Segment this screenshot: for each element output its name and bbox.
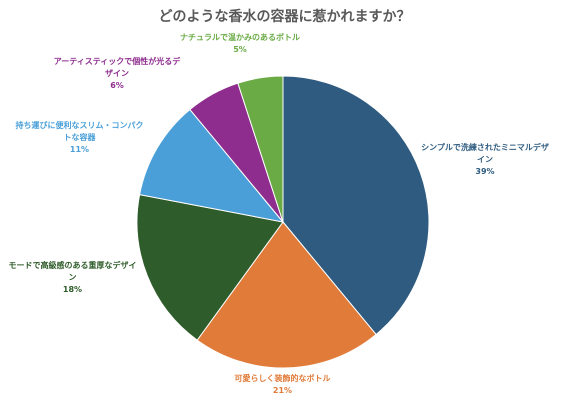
data-label-category: ナチュラルで温かみのあるボトル bbox=[180, 33, 300, 42]
chart-title: どのような香水の容器に惹かれますか？ bbox=[158, 9, 411, 25]
data-label-value: 18% bbox=[62, 285, 83, 294]
data-label-value: 6% bbox=[110, 81, 124, 90]
data-label-category: 持ち運びに便利なスリム・コンパクトな容器 bbox=[15, 121, 144, 142]
pie-slice-4 bbox=[139, 108, 285, 223]
data-label-category: 可愛らしく装飾的なボトル bbox=[234, 374, 331, 383]
data-label-value: 5% bbox=[233, 45, 247, 54]
data-label-6: ナチュラルで温かみのあるボトル 5% bbox=[175, 32, 305, 56]
pie-slice-2 bbox=[196, 221, 377, 369]
data-label-value: 11% bbox=[69, 145, 90, 154]
pie-slice-1 bbox=[282, 75, 430, 336]
data-label-category: モードで高級感のある重厚なデザイン bbox=[8, 261, 137, 282]
data-label-value: 39% bbox=[475, 167, 495, 176]
pie-slice-6 bbox=[237, 75, 284, 223]
data-label-category: アーティスティックで個性が光るデザイン bbox=[53, 57, 181, 78]
data-label-4: 持ち運びに便利なスリム・コンパクトな容器 11% bbox=[12, 120, 147, 156]
data-label-2: 可愛らしく装飾的なボトル 21% bbox=[220, 373, 345, 397]
data-label-value: 21% bbox=[272, 386, 293, 395]
data-label-1: シンプルで洗練されたミニマルデザイン 39% bbox=[420, 142, 550, 178]
pie-slice-3 bbox=[136, 194, 284, 341]
data-label-5: アーティスティックで個性が光るデザイン 6% bbox=[52, 56, 182, 92]
data-label-3: モードで高級感のある重厚なデザイン 18% bbox=[5, 260, 140, 296]
data-label-category: シンプルで洗練されたミニマルデザイン bbox=[421, 143, 549, 164]
